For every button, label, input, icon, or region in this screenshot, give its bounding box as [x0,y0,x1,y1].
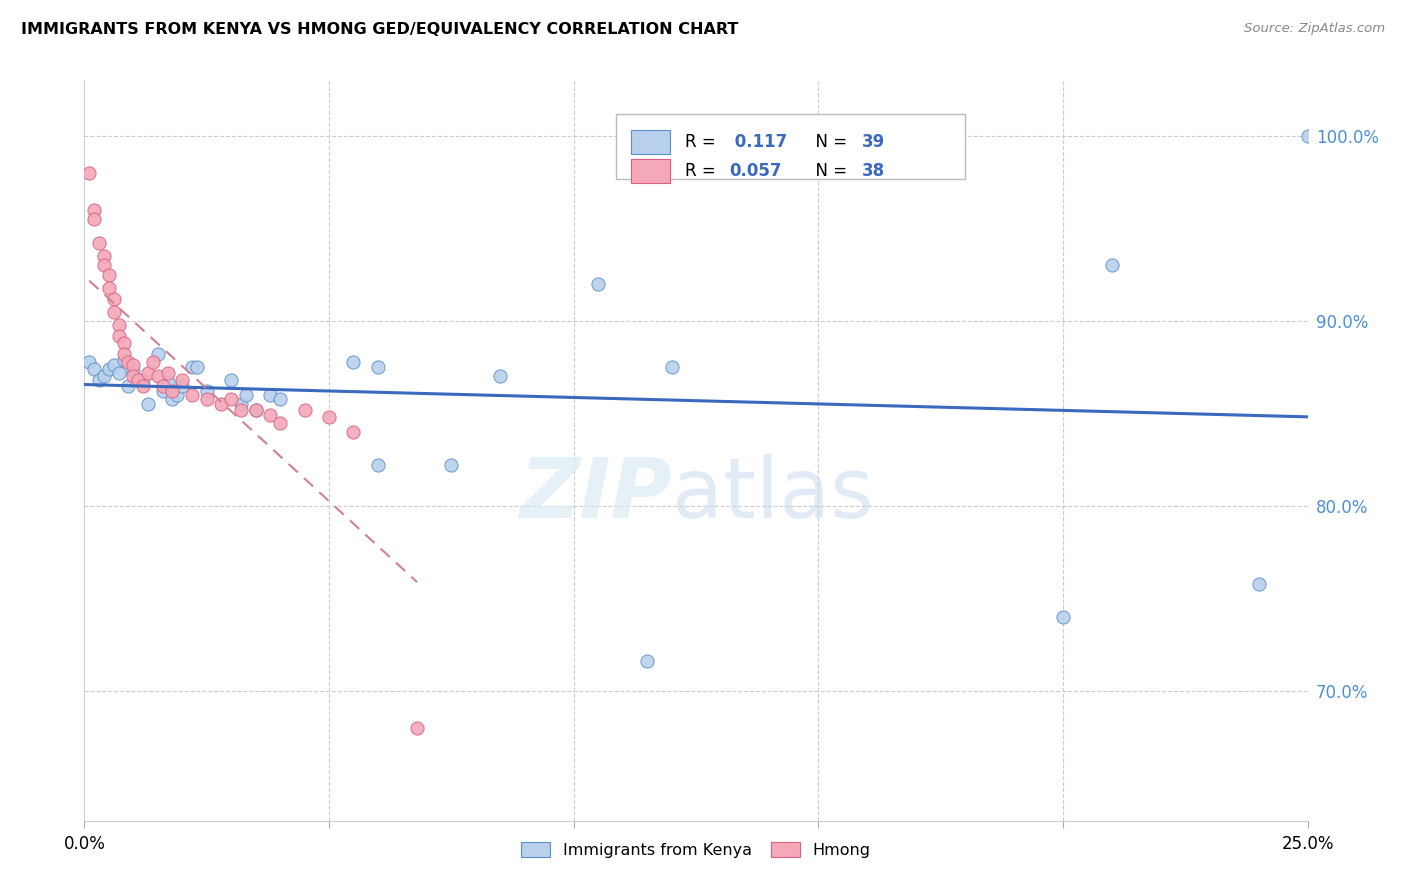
Point [142,354,165,368]
Point [83,202,105,217]
Point [586,277,609,291]
Point [245,402,267,417]
Point [229,402,252,417]
Point [259,388,281,402]
Point [122,359,145,373]
Point [107,366,129,380]
Text: Source: ZipAtlas.com: Source: ZipAtlas.com [1244,22,1385,36]
Bar [631,160,671,183]
Point [162,384,184,399]
Point [186,360,208,375]
Point [209,397,232,411]
Point [97,268,120,282]
Point [166,388,188,402]
Point [112,336,135,351]
Point [97,362,120,376]
Text: N =: N = [804,133,852,151]
Point [181,360,204,375]
Point [77,354,100,368]
Point [97,280,120,294]
Point [1101,258,1123,272]
Point [1052,610,1074,624]
Point [146,347,169,361]
Text: 39: 39 [862,133,886,151]
Point [172,373,194,387]
Point [93,258,115,272]
Point [117,354,139,368]
Point [195,392,218,406]
Point [132,373,155,387]
Point [132,378,155,392]
Point [195,384,218,399]
Point [406,721,429,735]
Point [152,378,174,392]
Point [235,388,257,402]
Point [107,328,129,343]
Text: R =: R = [685,162,721,180]
Point [103,292,125,306]
Point [127,373,149,387]
Point [269,392,291,406]
Point [103,304,125,318]
Point [1247,576,1270,591]
Text: 0.117: 0.117 [728,133,787,151]
Text: 0.057: 0.057 [728,162,782,180]
Point [122,369,145,384]
Point [77,166,100,180]
Point [219,373,242,387]
Point [87,236,110,251]
Point [146,369,169,384]
Point [342,425,364,439]
Point [103,359,125,373]
Point [83,362,105,376]
Point [156,366,179,380]
Text: atlas: atlas [672,454,873,535]
Point [162,392,184,406]
Point [172,378,194,392]
Point [93,249,115,263]
FancyBboxPatch shape [616,113,965,178]
Point [83,212,105,227]
Point [367,458,389,473]
Point [489,369,512,384]
Point [219,392,242,406]
Text: R =: R = [685,133,721,151]
Text: IMMIGRANTS FROM KENYA VS HMONG GED/EQUIVALENCY CORRELATION CHART: IMMIGRANTS FROM KENYA VS HMONG GED/EQUIV… [21,22,738,37]
Point [136,366,159,380]
Bar [631,130,671,153]
Text: N =: N = [804,162,852,180]
Point [156,375,179,389]
Point [661,360,683,375]
Point [152,384,174,399]
Point [318,410,340,425]
Point [117,378,139,392]
Point [1296,128,1319,143]
Point [122,364,145,378]
Point [440,458,463,473]
Point [136,397,159,411]
Point [259,409,281,423]
Legend: Immigrants from Kenya, Hmong: Immigrants from Kenya, Hmong [515,836,877,864]
Point [367,360,389,375]
Point [112,352,135,367]
Point [269,416,291,430]
Point [636,655,658,669]
Point [181,388,204,402]
Point [294,402,316,417]
Text: 38: 38 [862,162,886,180]
Point [93,369,115,384]
Point [107,318,129,332]
Point [229,397,252,411]
Point [342,354,364,368]
Text: ZIP: ZIP [519,454,672,535]
Point [87,373,110,387]
Point [245,402,267,417]
Point [112,347,135,361]
